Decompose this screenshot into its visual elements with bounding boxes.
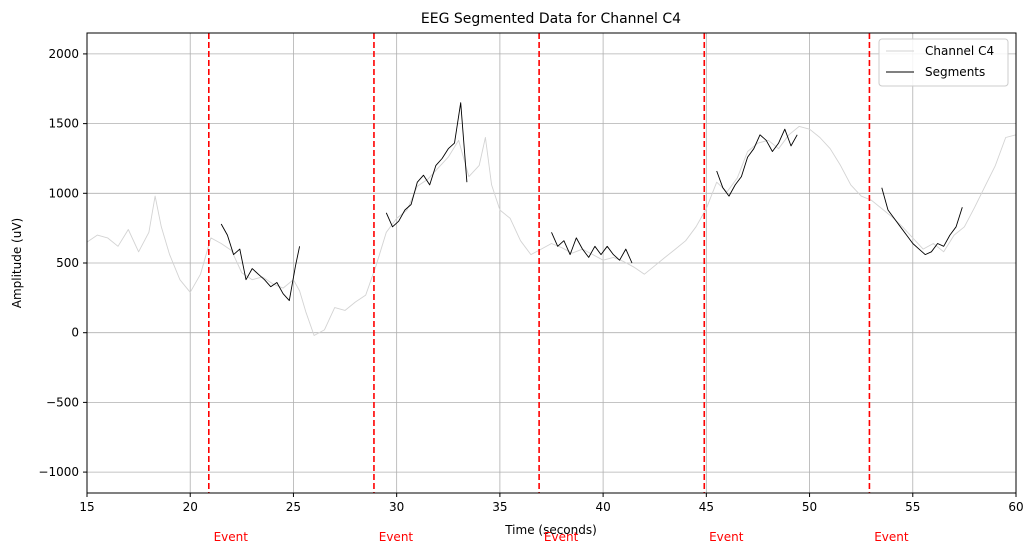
legend-label-segments: Segments (925, 65, 985, 79)
event-label: Event (379, 530, 414, 544)
x-tick-label: 15 (79, 500, 94, 514)
event-label: Event (214, 530, 249, 544)
x-tick-label: 50 (802, 500, 817, 514)
x-tick-label: 35 (492, 500, 507, 514)
y-tick-label: −500 (46, 395, 79, 409)
y-tick-label: 2000 (48, 47, 79, 61)
legend-label-channel: Channel C4 (925, 44, 994, 58)
series-line-segment (551, 232, 633, 264)
x-tick-label: 60 (1008, 500, 1023, 514)
x-tick-label: 40 (595, 500, 610, 514)
event-labels: Event Event Event Event Event (214, 530, 909, 544)
legend: Channel C4 Segments (878, 38, 1009, 87)
y-tick-label: −1000 (38, 465, 79, 479)
series-line-segment (220, 223, 301, 302)
x-tick-label: 20 (183, 500, 198, 514)
x-axis-label: Time (seconds) (504, 523, 597, 537)
event-label: Event (544, 530, 579, 544)
chart-title: EEG Segmented Data for Channel C4 (421, 11, 681, 27)
plot-area (86, 33, 1017, 493)
event-label: Event (709, 530, 744, 544)
x-axis: 15 20 25 30 35 40 45 50 55 60 (79, 493, 1024, 514)
x-tick-label: 25 (286, 500, 301, 514)
y-tick-label: 500 (56, 256, 79, 270)
series-line-segment (716, 128, 798, 197)
series-line-segment (385, 102, 468, 228)
y-axis: −1000 −500 0 500 1000 1500 2000 (38, 47, 87, 479)
x-tick-label: 55 (905, 500, 920, 514)
x-tick-label: 30 (389, 500, 404, 514)
event-label: Event (874, 530, 909, 544)
y-tick-label: 1500 (48, 117, 79, 131)
y-tick-label: 0 (71, 326, 79, 340)
y-tick-label: 1000 (48, 186, 79, 200)
series-line-channel-c4 (86, 125, 1017, 336)
x-tick-label: 45 (699, 500, 714, 514)
series-line-segment (881, 187, 963, 256)
y-axis-label: Amplitude (uV) (10, 218, 24, 309)
